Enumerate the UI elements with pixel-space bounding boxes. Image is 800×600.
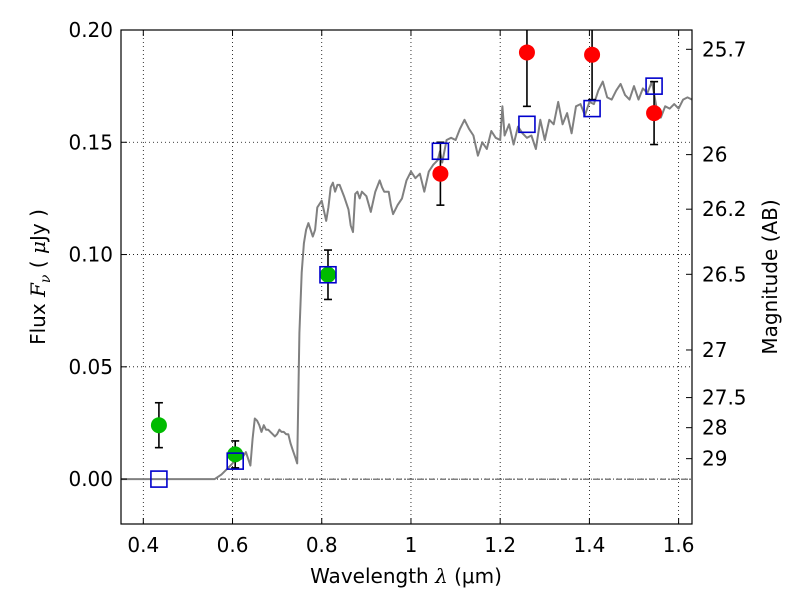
x-tick-label: 0.8 (306, 533, 338, 557)
y-axis-title: Flux Fν ( μJy ) (26, 209, 54, 345)
magnitude-tick-label: 25.7 (702, 37, 747, 61)
x-tick-label: 0.6 (217, 533, 249, 557)
data-point (319, 266, 336, 283)
x-tick-label: 1 (405, 533, 418, 557)
magnitude-tick-label: 27.5 (702, 386, 747, 410)
y-tick-label: 0.15 (68, 130, 113, 154)
x-tick-label: 0.4 (127, 533, 159, 557)
data-point (518, 44, 535, 61)
model-photometry-point (319, 265, 337, 284)
series-group (121, 30, 692, 488)
magnitude-tick-label: 29 (702, 447, 727, 471)
x-tick-label: 1.4 (573, 533, 605, 557)
model-photometry-point (518, 115, 536, 134)
y-tick-label: 0.00 (68, 467, 113, 491)
magnitude-tick-label: 26.5 (702, 262, 747, 286)
magnitude-tick-label: 27 (702, 338, 727, 362)
model-photometry-point (150, 470, 168, 488)
data-point (646, 105, 663, 122)
model-photometry-point (583, 99, 601, 118)
model-spectrum-line (121, 80, 692, 481)
x-axis-title: Wavelength λ (μm) (310, 564, 502, 588)
y-tick-label: 0.10 (68, 243, 113, 267)
x-tick-label: 1.6 (663, 533, 695, 557)
plot-frame (120, 29, 693, 525)
x-tick-label: 1.2 (484, 533, 516, 557)
data-point (227, 446, 244, 463)
data-point (150, 417, 167, 434)
magnitude-tick-label: 28 (702, 416, 727, 440)
model-photometry-point (431, 142, 450, 161)
model-photometry-point (226, 452, 244, 470)
right-axis-title: Magnitude (AB) (758, 199, 782, 354)
magnitude-tick-label: 26 (702, 143, 727, 167)
y-tick-label: 0.05 (68, 355, 113, 379)
magnitude-tick-label: 26.2 (702, 197, 747, 221)
data-point (584, 46, 601, 63)
series-layer (121, 30, 692, 488)
data-point (432, 165, 449, 182)
model-photometry-point (645, 77, 663, 95)
tick-layer: 0.4 0.6 0.8 1 1.2 1.4 1.6 0.00 0.05 0.10 0.15 0.20 2… (68, 18, 746, 557)
y-tick-label: 0.20 (68, 18, 113, 42)
grid-layer (121, 29, 692, 524)
